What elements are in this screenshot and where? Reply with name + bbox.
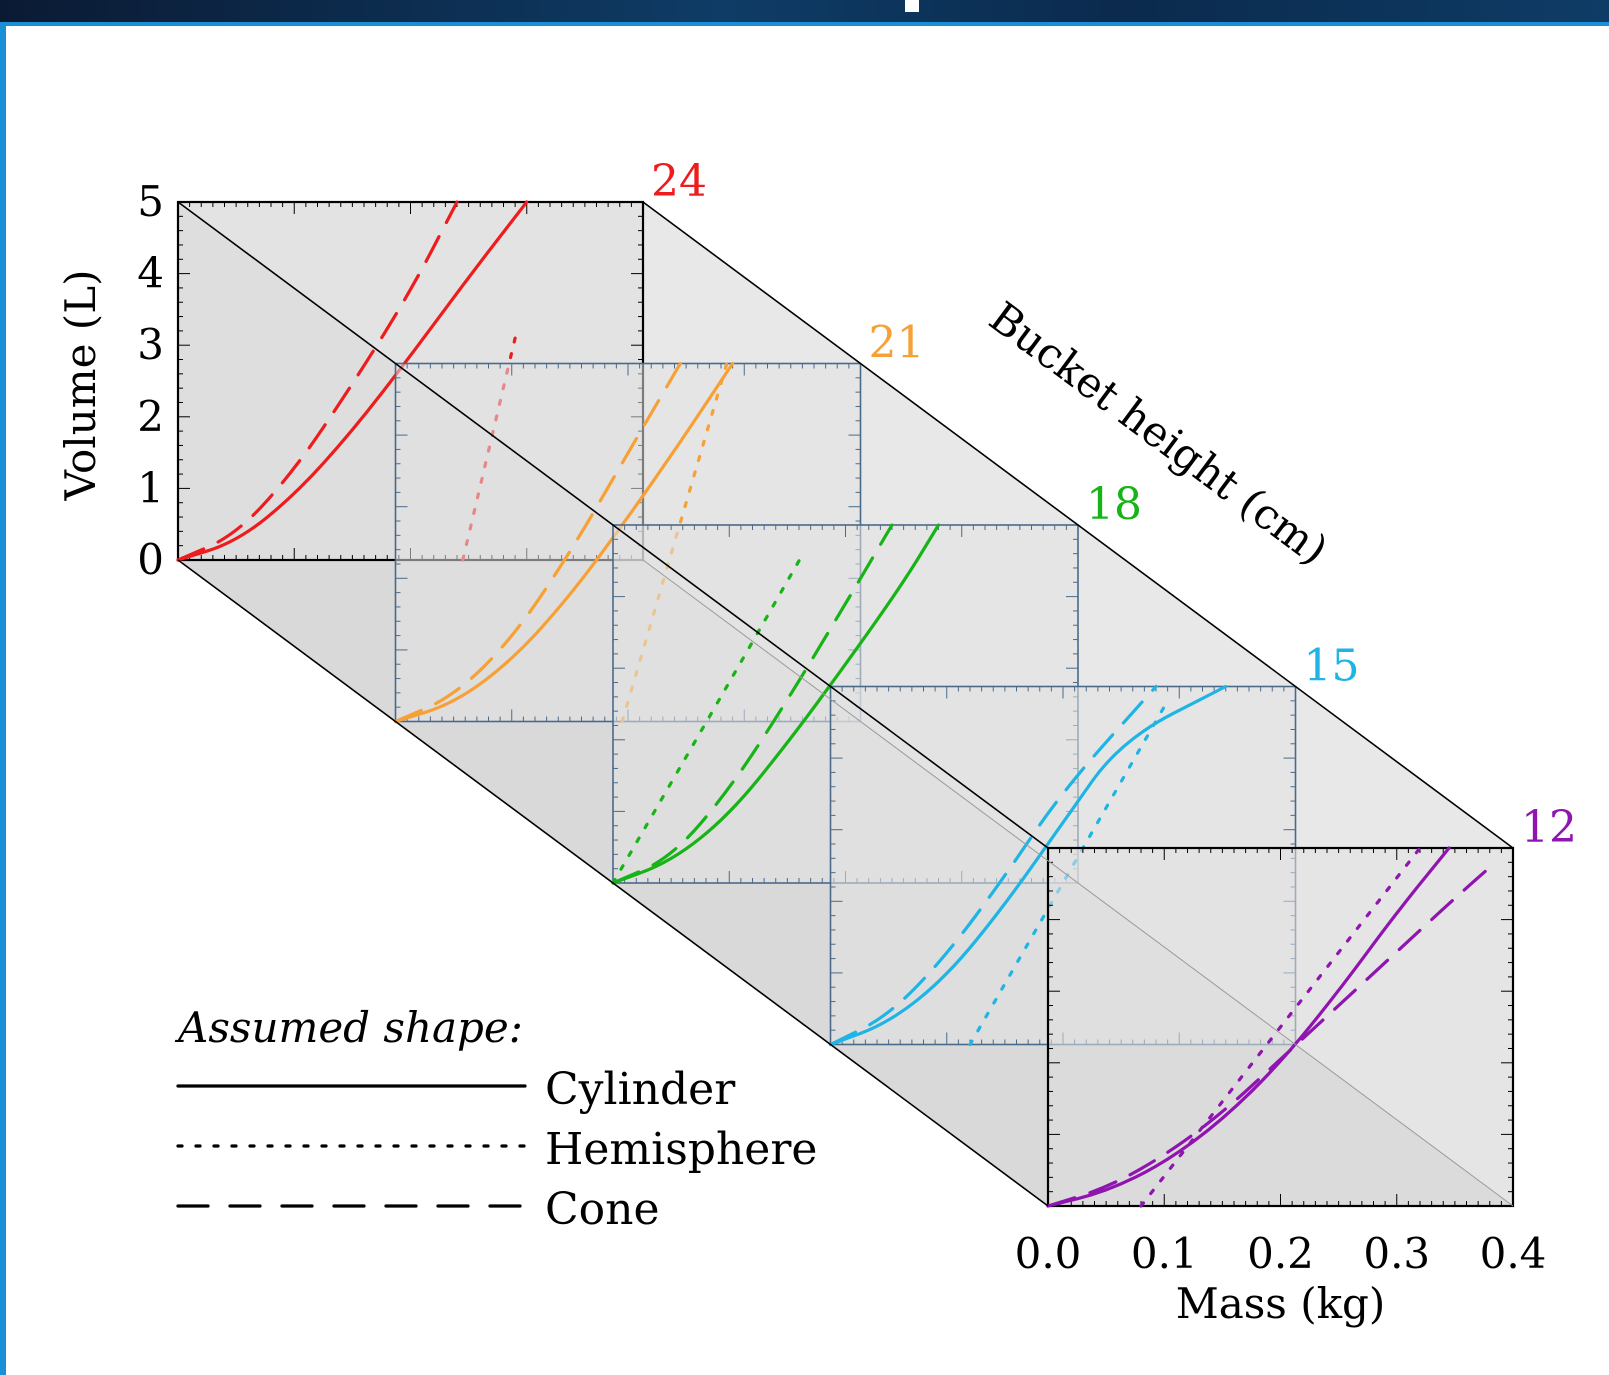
left-accent-border	[0, 22, 6, 1375]
series-cylinder-24	[176, 200, 529, 562]
prism-edges: 0 1 2 3 4 5 0.0 0.1 0.2 0.3 0.4	[137, 177, 1546, 1278]
panel-ticks	[1047, 847, 1514, 1207]
top-accent-stripe	[0, 22, 1609, 26]
panel-12: 12	[1046, 802, 1577, 1208]
height-label-15: 15	[1304, 641, 1360, 692]
series-cone-12	[1046, 860, 1498, 1208]
series-cone-15	[828, 684, 1158, 1047]
series-hemisphere-15	[968, 699, 1170, 1047]
series-cone-18	[611, 523, 894, 885]
series-hemisphere-18	[611, 559, 801, 885]
legend-label-cone: Cone	[545, 1184, 660, 1235]
x-tick-label: 0.0	[1015, 1229, 1082, 1278]
legend-label-hemisphere: Hemisphere	[545, 1124, 817, 1175]
series-cylinder-18	[611, 523, 941, 885]
y-tick-label: 0	[137, 535, 164, 584]
edge-top-right	[642, 201, 1514, 849]
series-cylinder-15	[828, 684, 1228, 1047]
y-tick-label: 2	[137, 392, 164, 441]
title-fragment-glyph	[905, 0, 919, 12]
series-cone-24	[176, 200, 459, 562]
edge-bottom-right	[642, 559, 1514, 1207]
x-tick-label: 0.2	[1247, 1229, 1314, 1278]
series-cylinder-12	[1046, 846, 1451, 1208]
legend-label-cylinder: Cylinder	[545, 1064, 736, 1115]
x-tick-label: 0.1	[1131, 1229, 1198, 1278]
x-tick-label: 0.3	[1363, 1229, 1430, 1278]
x-axis-label: Mass (kg)	[1176, 1279, 1386, 1328]
y-tick-label: 4	[137, 249, 164, 298]
height-label-18: 18	[1086, 479, 1142, 530]
top-banner	[0, 0, 1609, 22]
x-tick-label: 0.4	[1480, 1229, 1547, 1278]
height-label-21: 21	[869, 318, 925, 369]
edge-top-left	[177, 201, 1049, 849]
series-cylinder-21	[393, 361, 735, 724]
height-label-24: 24	[651, 156, 707, 207]
panels-layer: 24 21 18 15 12	[176, 156, 1577, 1208]
height-label-12: 12	[1521, 802, 1577, 853]
legend: Assumed shape: Cylinder Hemisphere Cone	[174, 1003, 817, 1235]
legend-title: Assumed shape:	[174, 1003, 523, 1052]
y-tick-label: 1	[137, 463, 164, 512]
y-tick-label: 3	[137, 320, 164, 369]
series-hemisphere-12	[1139, 846, 1422, 1208]
series-cone-21	[393, 361, 682, 724]
y-axis-label: Volume (L)	[56, 270, 105, 502]
edge-bottom-left	[177, 559, 1049, 1207]
y-tick-label: 5	[137, 177, 164, 226]
